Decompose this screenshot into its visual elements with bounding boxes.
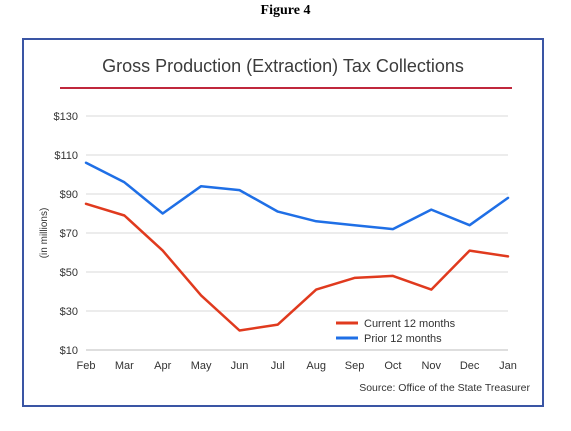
chart-title: Gross Production (Extraction) Tax Collec… xyxy=(102,56,464,76)
source-note: Source: Office of the State Treasurer xyxy=(359,382,530,394)
figure-label: Figure 4 xyxy=(260,3,311,18)
y-tick-label: $130 xyxy=(54,111,78,123)
y-tick-label: $10 xyxy=(60,345,78,357)
x-tick-label: Apr xyxy=(154,360,171,372)
x-tick-label: Jan xyxy=(499,360,517,372)
x-axis-ticks: Feb Mar Apr May Jun Jul Aug Sep Oct Nov Dec Jan xyxy=(77,360,517,372)
gridlines xyxy=(86,115,508,351)
y-tick-label: $110 xyxy=(54,150,78,162)
y-tick-label: $30 xyxy=(60,306,78,318)
x-tick-label: Feb xyxy=(77,360,96,372)
y-axis-ticks: $10 $30 $50 $70 $90 $110 $130 xyxy=(54,111,78,357)
y-tick-label: $90 xyxy=(60,189,78,201)
x-tick-label: Oct xyxy=(384,360,401,372)
x-tick-label: Sep xyxy=(345,360,365,372)
x-tick-label: Jun xyxy=(231,360,249,372)
x-tick-label: Dec xyxy=(460,360,480,372)
x-tick-label: Mar xyxy=(115,360,134,372)
legend: Current 12 months Prior 12 months xyxy=(336,318,456,345)
legend-label: Prior 12 months xyxy=(364,333,442,345)
x-tick-label: May xyxy=(191,360,212,372)
series-line-prior-12-months xyxy=(84,161,510,231)
series-lines xyxy=(84,161,510,332)
series-line-current-12-months xyxy=(84,202,510,332)
x-tick-label: Aug xyxy=(306,360,326,372)
y-axis-label: (in millions) xyxy=(39,208,50,259)
x-tick-label: Nov xyxy=(421,360,441,372)
y-tick-label: $70 xyxy=(60,228,78,240)
y-tick-label: $50 xyxy=(60,267,78,279)
x-tick-label: Jul xyxy=(271,360,285,372)
chart-frame xyxy=(22,38,544,407)
legend-label: Current 12 months xyxy=(364,318,456,330)
